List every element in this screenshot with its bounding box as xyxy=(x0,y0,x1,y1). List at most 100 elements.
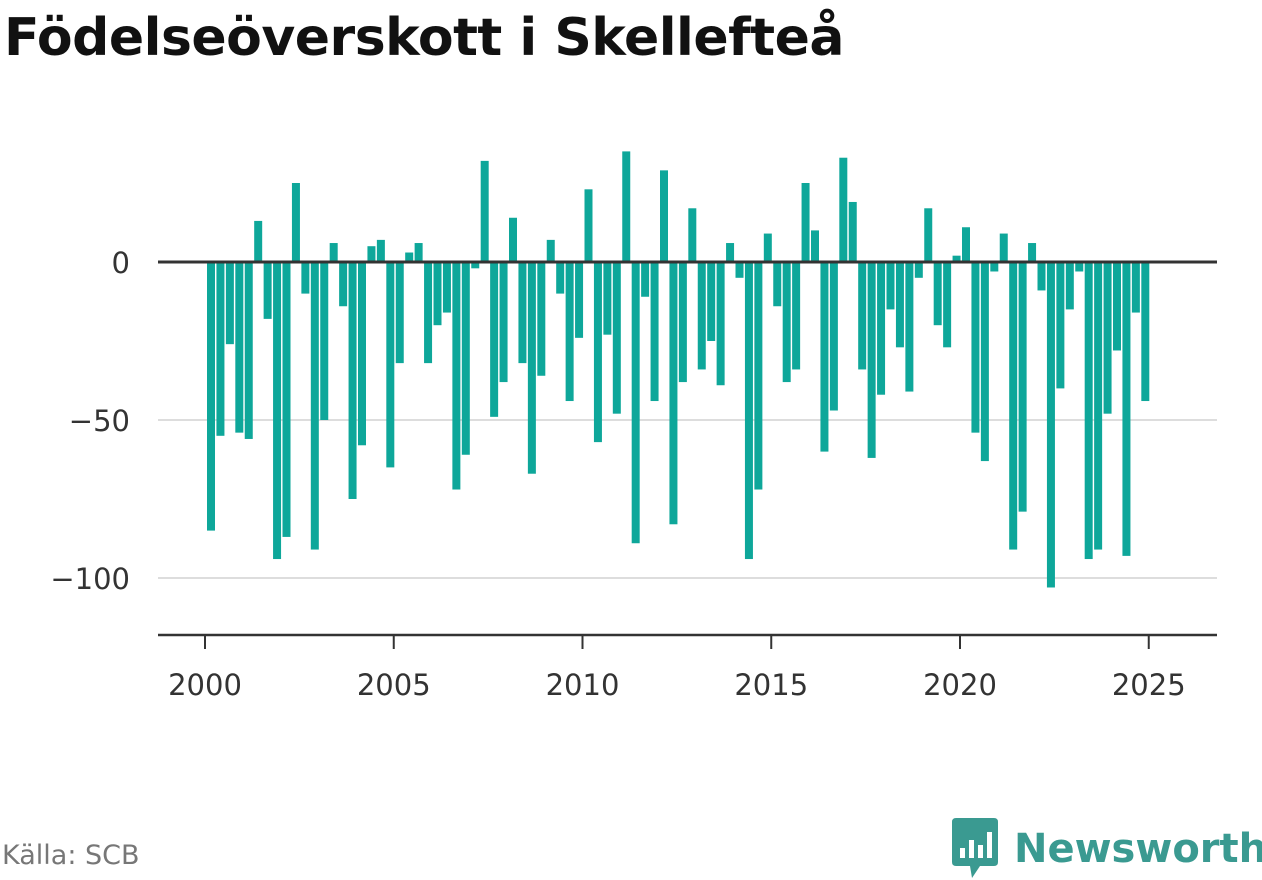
bar xyxy=(782,262,791,383)
bar xyxy=(1075,262,1084,272)
bar xyxy=(405,252,414,262)
bar xyxy=(707,262,716,341)
x-axis: 2000 2005 2010 2015 2020 2025 xyxy=(158,633,1217,702)
bar xyxy=(895,262,904,348)
x-tick-label: 2025 xyxy=(1112,668,1186,702)
bar xyxy=(744,262,753,560)
bar xyxy=(395,262,404,364)
brand-logo: Newsworthy xyxy=(950,818,1262,880)
bar xyxy=(848,201,857,262)
bar xyxy=(914,262,923,278)
bar-chart: 0 −50 −100 2000 2005 2010 2015 2020 2025 xyxy=(50,151,1217,702)
bar xyxy=(367,246,376,262)
bar xyxy=(442,262,451,313)
bar xyxy=(537,262,546,376)
bar xyxy=(622,151,631,262)
y-tick-label: −100 xyxy=(50,562,130,596)
chart-title: Födelseöverskott i Skellefteå xyxy=(4,8,844,68)
x-tick-label: 2000 xyxy=(168,668,242,702)
bar xyxy=(1009,262,1018,550)
newsworthy-logo-icon xyxy=(952,818,998,878)
x-tick-label: 2005 xyxy=(357,668,431,702)
bar xyxy=(461,262,470,455)
bar xyxy=(641,262,650,297)
bar xyxy=(584,189,593,262)
x-tick-label: 2010 xyxy=(546,668,620,702)
bar xyxy=(424,262,433,364)
bar xyxy=(452,262,461,490)
bar xyxy=(1037,262,1046,291)
bar xyxy=(829,262,838,411)
bar xyxy=(820,262,829,452)
bar xyxy=(1122,262,1131,556)
bar xyxy=(414,243,423,262)
bar xyxy=(433,262,442,326)
bar xyxy=(631,262,640,544)
bar xyxy=(1028,243,1037,262)
bar xyxy=(225,262,234,345)
bar xyxy=(348,262,357,499)
bar xyxy=(971,262,980,433)
bar xyxy=(207,262,215,531)
bar xyxy=(933,262,942,326)
bar xyxy=(801,183,810,262)
y-tick-label: −50 xyxy=(69,404,130,438)
bar xyxy=(603,262,612,335)
bar xyxy=(386,262,395,468)
bar xyxy=(1131,262,1140,313)
bar xyxy=(499,262,508,383)
bar xyxy=(575,262,584,338)
bar xyxy=(320,262,329,420)
bar xyxy=(310,262,319,550)
bar xyxy=(1065,262,1074,310)
bar xyxy=(490,262,499,417)
bar xyxy=(263,262,272,319)
bar xyxy=(754,262,763,490)
bar xyxy=(1018,262,1027,512)
bar xyxy=(244,262,253,439)
bar xyxy=(697,262,706,370)
bar xyxy=(839,157,848,262)
bar xyxy=(678,262,687,383)
bar xyxy=(471,262,480,269)
bar xyxy=(877,262,886,395)
x-tick-label: 2015 xyxy=(734,668,808,702)
bar xyxy=(339,262,348,307)
bar xyxy=(962,227,970,262)
bar xyxy=(1046,262,1055,588)
bar xyxy=(763,233,772,262)
bar xyxy=(509,217,517,262)
bar xyxy=(716,262,725,386)
bar xyxy=(301,262,310,294)
bars xyxy=(207,151,1150,588)
bar xyxy=(480,160,489,262)
bar xyxy=(999,233,1008,262)
bar xyxy=(1084,262,1093,560)
bar xyxy=(905,262,914,392)
bar xyxy=(886,262,895,310)
bar xyxy=(943,262,952,348)
bar xyxy=(952,255,961,262)
bar xyxy=(1094,262,1103,550)
bar xyxy=(811,230,819,262)
bar xyxy=(660,170,668,262)
bar xyxy=(773,262,782,307)
bar xyxy=(556,262,565,294)
bar xyxy=(216,262,225,436)
bar xyxy=(1141,262,1150,402)
bar xyxy=(593,262,602,443)
bar xyxy=(867,262,876,458)
bar xyxy=(688,208,697,262)
bar xyxy=(990,262,999,272)
bar xyxy=(291,183,300,262)
bar xyxy=(980,262,989,462)
source-note: Källa: SCB xyxy=(2,840,140,871)
bar xyxy=(358,262,366,446)
bar xyxy=(650,262,659,402)
brand-name: Newsworthy xyxy=(1014,826,1262,872)
bar xyxy=(1056,262,1065,389)
bar xyxy=(735,262,744,278)
bar xyxy=(254,220,263,262)
bar xyxy=(565,262,574,402)
bar xyxy=(1103,262,1112,414)
